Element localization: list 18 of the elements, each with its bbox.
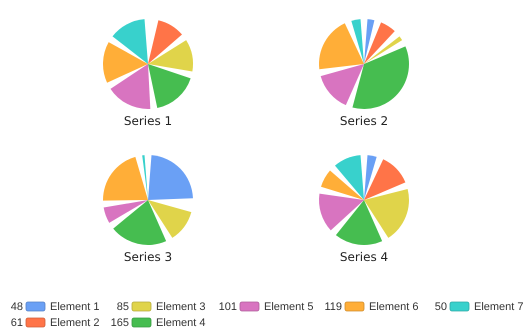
text: 119 bbox=[324, 301, 342, 313]
legend-label: Element 5 bbox=[264, 301, 314, 313]
text: 48 bbox=[10, 301, 23, 313]
legend-label: Element 1 bbox=[50, 301, 100, 313]
text: 50 bbox=[434, 301, 447, 313]
text: 101 bbox=[218, 301, 237, 313]
text: 85 bbox=[116, 301, 129, 313]
legend-label: Element 6 bbox=[369, 301, 419, 313]
slice-label: Series 3 bbox=[124, 250, 172, 264]
legend-label: Element 4 bbox=[156, 317, 206, 329]
slice-label: Series 1 bbox=[124, 114, 172, 128]
slice-label: Series 2 bbox=[340, 114, 388, 128]
text: 61 bbox=[10, 317, 23, 329]
legend-label: Element 2 bbox=[50, 317, 100, 329]
slice-label: Series 4 bbox=[340, 250, 388, 264]
text: 165 bbox=[110, 317, 129, 329]
legend-label: Element 7 bbox=[474, 301, 524, 313]
legend-label: Element 3 bbox=[156, 301, 206, 313]
